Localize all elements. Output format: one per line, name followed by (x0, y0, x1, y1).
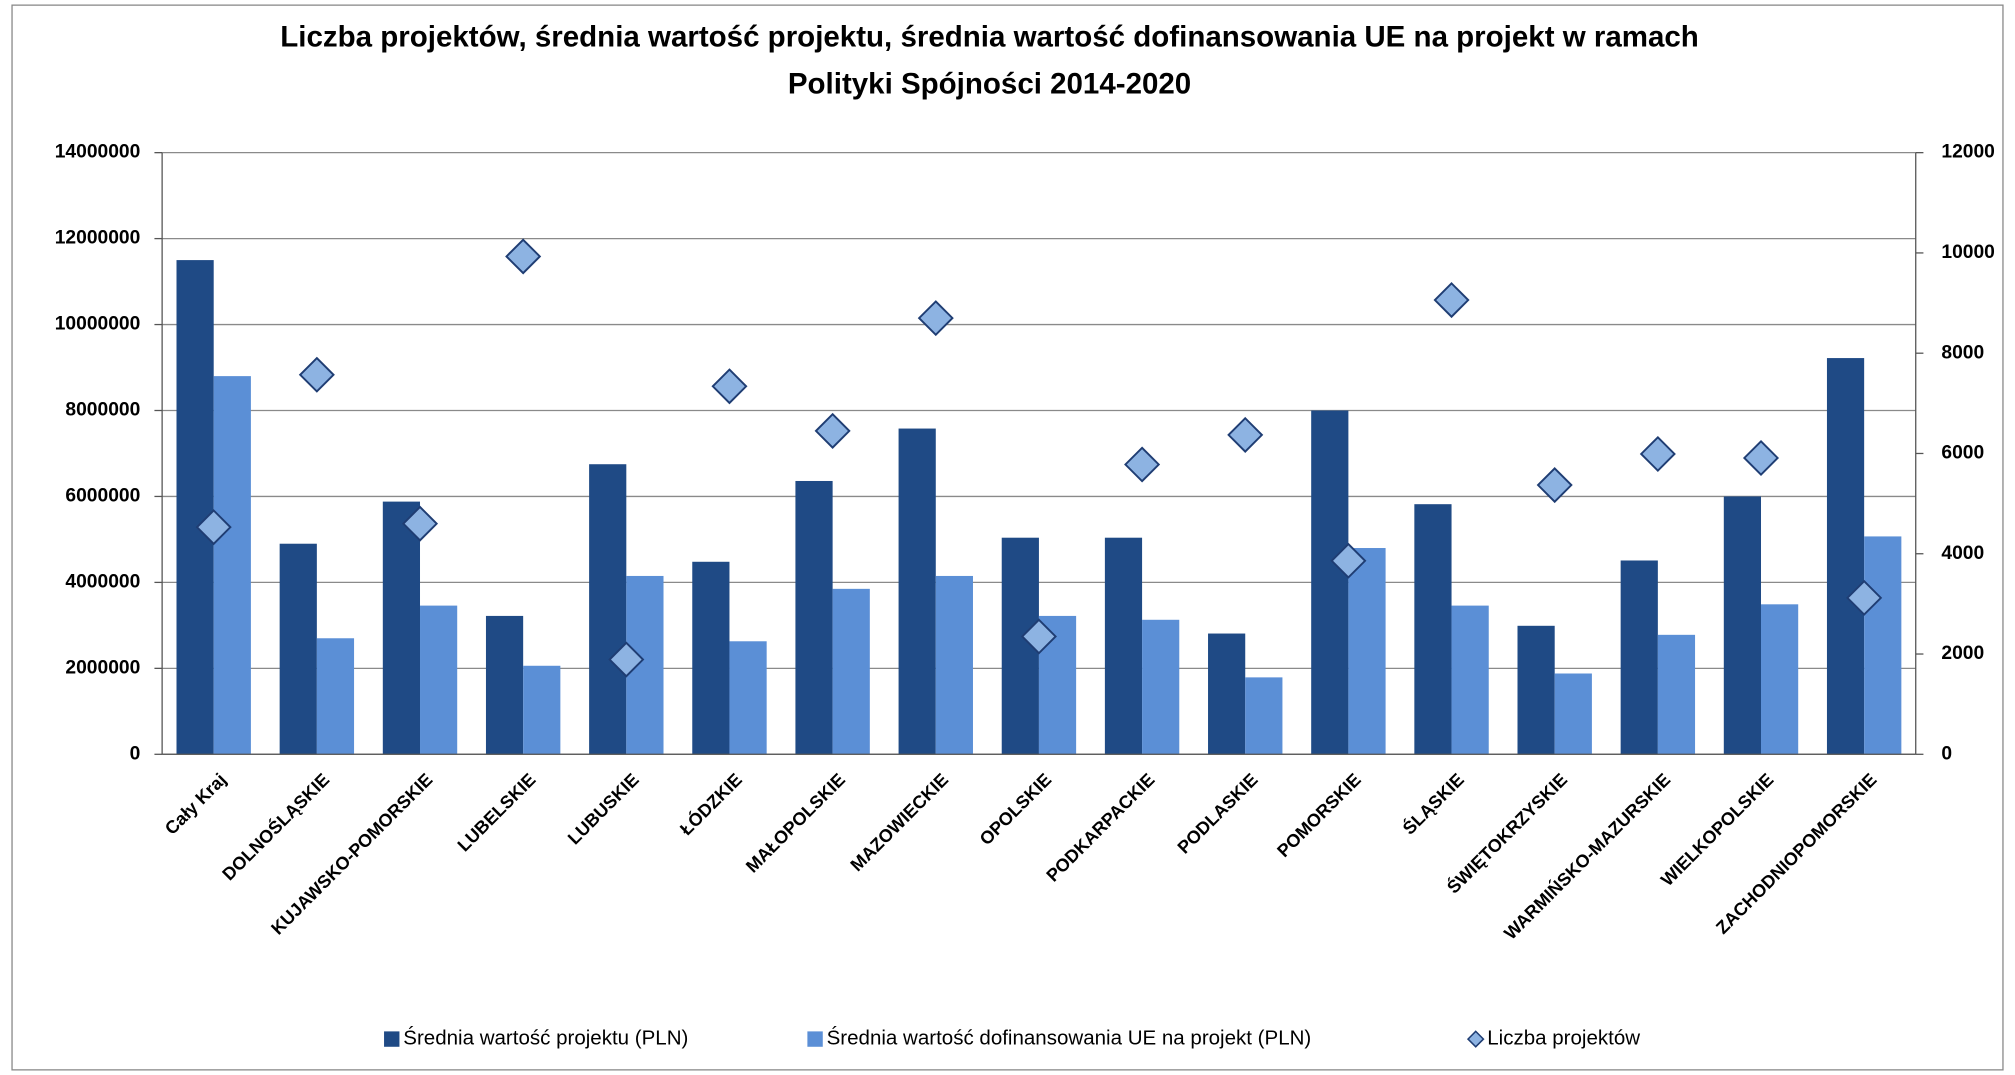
diamond-marker (608, 641, 645, 678)
y-tick-label: 6000000 (65, 486, 140, 507)
legend-label: Średnia wartość dofinansowania UE na pro… (827, 1026, 1312, 1050)
diamond-marker (711, 368, 748, 405)
diamond-marker (1330, 542, 1367, 579)
legend-swatch (384, 1031, 400, 1047)
bar (1517, 625, 1555, 755)
diamond-marker (1124, 446, 1161, 483)
diamond-marker (814, 412, 851, 449)
legend-swatch (807, 1031, 823, 1047)
bar (589, 464, 627, 755)
y-tick-label: 8000000 (65, 400, 140, 421)
bar (1104, 537, 1143, 755)
bar (1311, 410, 1349, 755)
diamond-marker (195, 509, 232, 546)
y-tick-label: 14000000 (55, 142, 141, 163)
chart-frame (11, 4, 2004, 1071)
bar (729, 641, 767, 755)
bar (213, 376, 251, 755)
y2-tick-label: 8000 (1941, 342, 1984, 363)
y-tick-label: 4000000 (65, 571, 140, 592)
legend-label: Średnia wartość projektu (PLN) (403, 1026, 688, 1050)
bar (1826, 358, 1865, 755)
bar (1451, 605, 1489, 755)
chart-title: Liczba projektów, średnia wartość projek… (280, 20, 1699, 53)
bar (1245, 677, 1283, 755)
bar (1414, 504, 1452, 755)
bar (795, 480, 833, 755)
diamond-marker (1742, 439, 1780, 477)
y-tick-label: 12000000 (55, 228, 141, 249)
bar (279, 543, 317, 755)
bar (382, 501, 421, 755)
bar (1620, 560, 1658, 755)
legend-marker (1466, 1030, 1485, 1048)
y2-tick-label: 12000 (1941, 142, 1994, 163)
diamond-marker (505, 238, 542, 275)
chart-title: Polityki Spójności 2014-2020 (788, 68, 1191, 101)
diamond-marker (1227, 416, 1264, 453)
diamond-marker (1846, 579, 1883, 616)
diamond-marker (298, 356, 335, 393)
bar (316, 638, 355, 755)
y2-tick-label: 4000 (1941, 543, 1984, 564)
bar (1348, 548, 1386, 755)
legend-label: Liczba projektów (1487, 1027, 1640, 1050)
diamond-marker (401, 505, 439, 542)
y2-tick-label: 0 (1941, 743, 1952, 764)
bar (1761, 604, 1799, 755)
bar (935, 575, 973, 755)
bar (420, 605, 458, 755)
bar (1208, 633, 1246, 755)
bar (1142, 619, 1180, 755)
y2-tick-label: 6000 (1941, 443, 1984, 464)
bar (692, 561, 730, 755)
y-tick-label: 0 (130, 743, 141, 764)
diamond-marker (917, 300, 954, 337)
bar (1554, 673, 1592, 755)
diamond-marker (1020, 618, 1057, 655)
y2-tick-label: 2000 (1941, 643, 1984, 664)
diamond-marker (1536, 467, 1573, 504)
bar (1864, 536, 1902, 755)
diamond-marker (1433, 282, 1470, 319)
bar (176, 260, 214, 755)
bar (1723, 496, 1762, 755)
bar (832, 588, 870, 755)
bar (1657, 634, 1696, 755)
bar (898, 428, 936, 755)
bar (485, 615, 524, 755)
diamond-marker (1639, 435, 1676, 473)
y-tick-label: 10000000 (55, 314, 141, 335)
y-tick-label: 2000000 (65, 657, 140, 678)
y2-tick-label: 10000 (1941, 242, 1994, 263)
bar (523, 665, 561, 755)
